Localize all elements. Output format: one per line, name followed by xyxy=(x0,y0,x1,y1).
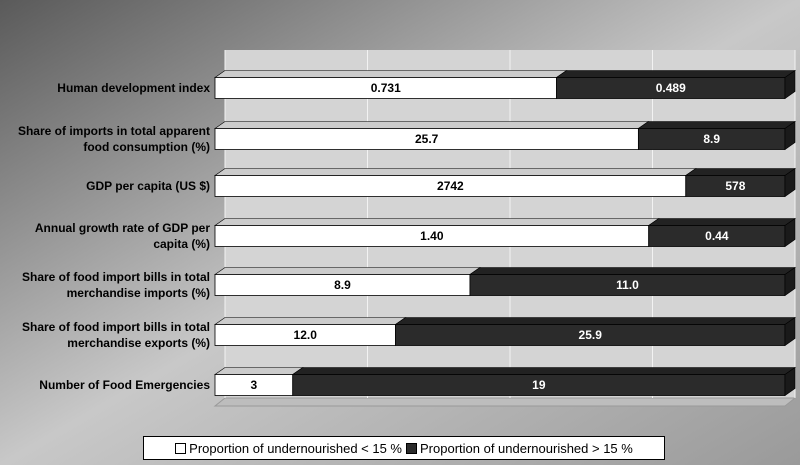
legend-item: Proportion of undernourished > 15 % xyxy=(406,441,633,456)
bar-top xyxy=(214,168,697,176)
category-label: Number of Food Emergencies xyxy=(39,378,210,392)
bar-side xyxy=(784,316,796,347)
data-label: 0.489 xyxy=(656,81,686,95)
category-label: Human development index xyxy=(57,81,210,95)
data-label: 12.0 xyxy=(294,328,318,342)
legend: Proportion of undernourished < 15 % Propo… xyxy=(143,436,665,460)
data-label: 8.9 xyxy=(703,132,720,146)
bar-top xyxy=(684,168,796,176)
category-label: Annual growth rate of GDP per capita (%) xyxy=(34,221,210,251)
plot-floor xyxy=(213,397,797,407)
data-label: 0.44 xyxy=(705,229,729,243)
legend-swatch xyxy=(406,442,417,454)
legend-swatch xyxy=(175,442,187,454)
bar-side xyxy=(784,366,796,397)
bar-top xyxy=(214,218,660,226)
bar-top xyxy=(214,70,568,78)
bar-top xyxy=(647,218,796,226)
data-label: 25.9 xyxy=(579,328,603,342)
bar-top xyxy=(214,121,650,129)
data-label: 11.0 xyxy=(616,278,639,292)
bar-top xyxy=(468,267,796,275)
bar-top xyxy=(637,121,796,129)
bar-side xyxy=(784,69,796,100)
bar-top xyxy=(214,367,304,375)
data-label: 0.731 xyxy=(371,81,401,95)
data-label: 578 xyxy=(725,179,745,193)
bar-top xyxy=(555,70,796,78)
bar-top xyxy=(394,317,796,325)
data-label: 25.7 xyxy=(415,132,439,146)
legend-label: Proportion of undernourished < 15 % xyxy=(189,440,402,456)
bar-side xyxy=(784,217,796,248)
data-label: 2742 xyxy=(437,179,464,193)
category-label: Share of food import bills in total merc… xyxy=(22,270,210,300)
bar-side xyxy=(784,120,796,151)
data-label: 3 xyxy=(251,378,258,392)
bar-side xyxy=(784,167,796,198)
bar-side xyxy=(784,266,796,297)
bar-top xyxy=(291,367,796,375)
category-label: GDP per capita (US $) xyxy=(86,179,210,193)
bar-top xyxy=(214,267,481,275)
data-label: 8.9 xyxy=(334,278,351,292)
legend-item: Proportion of undernourished < 15 % xyxy=(175,441,402,456)
legend-label: Proportion of undernourished > 15 % xyxy=(420,440,633,456)
data-label: 19 xyxy=(532,378,546,392)
data-label: 1.40 xyxy=(420,229,444,243)
bar-top xyxy=(214,317,407,325)
category-label: Share of food import bills in total merc… xyxy=(22,320,210,350)
category-label: Share of imports in total apparent food … xyxy=(17,124,210,154)
